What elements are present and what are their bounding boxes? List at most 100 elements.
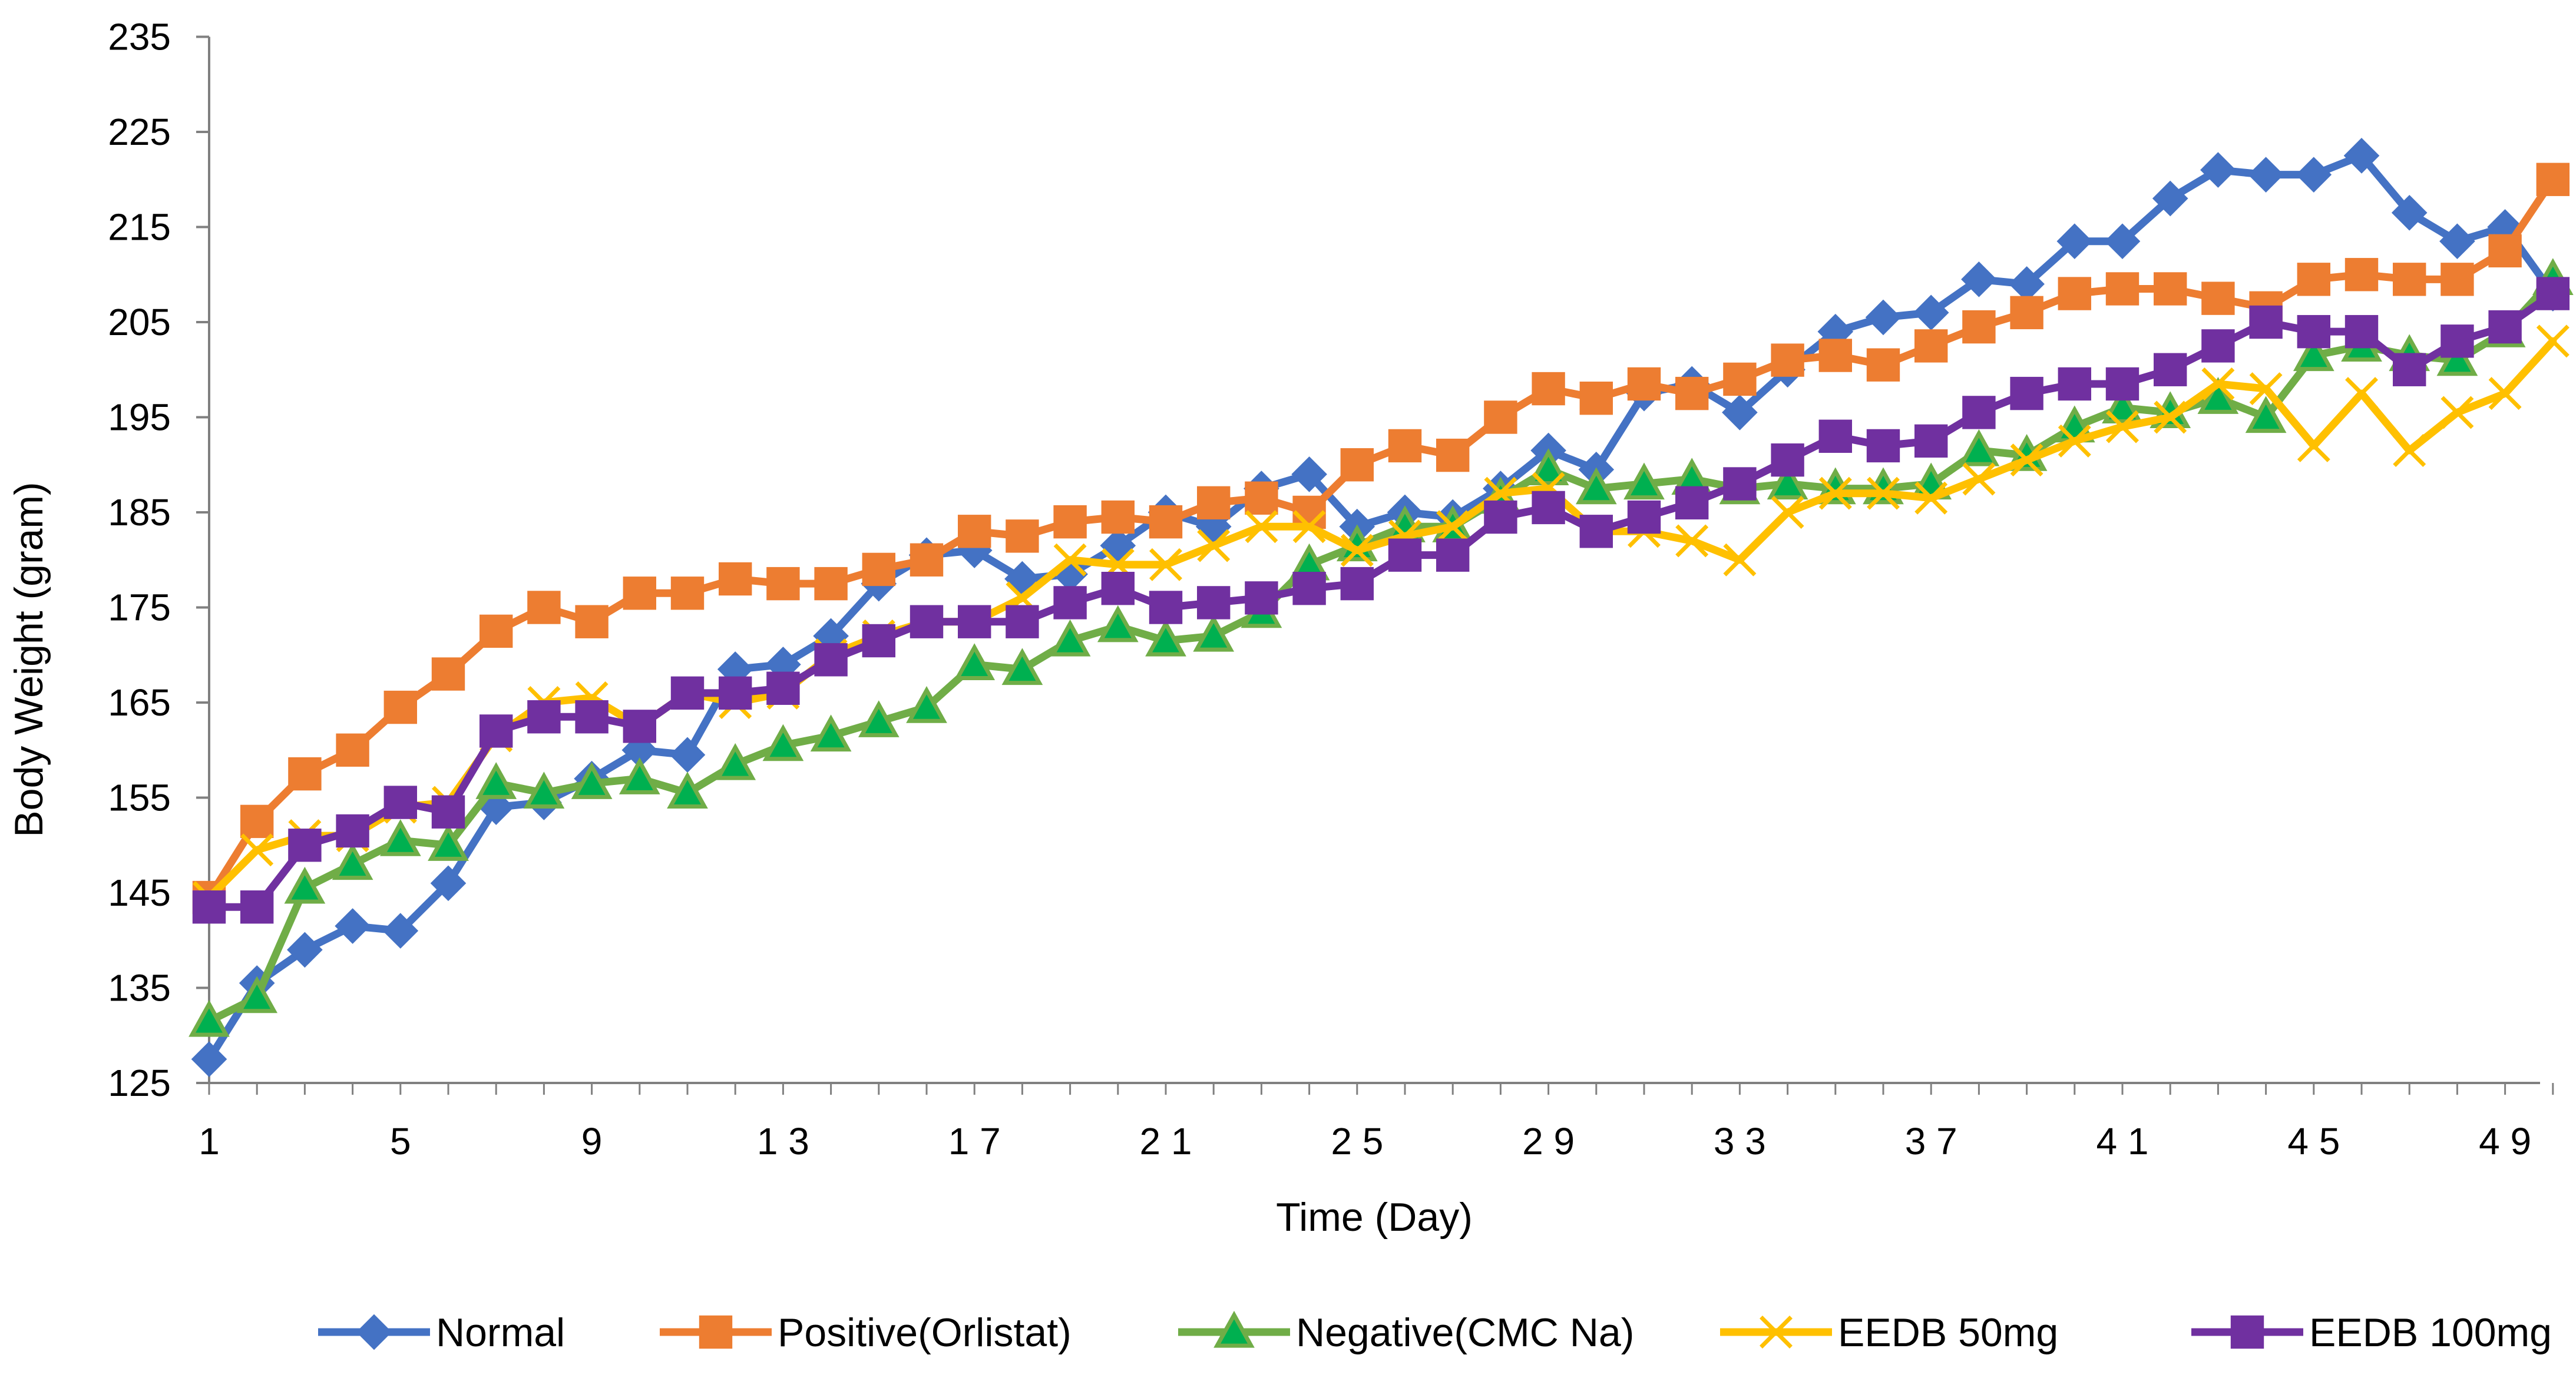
data-point xyxy=(431,657,465,691)
data-point xyxy=(192,890,226,924)
data-point xyxy=(1958,429,2000,466)
data-point xyxy=(571,762,613,799)
data-point xyxy=(954,643,996,681)
data-point xyxy=(623,710,656,743)
data-point xyxy=(670,577,705,610)
data-point xyxy=(383,786,417,819)
data-point xyxy=(2488,377,2522,410)
legend-item-negative-cmc-na: Negative(CMC Na) xyxy=(1178,1310,1634,1355)
data-point xyxy=(958,515,991,548)
data-point xyxy=(332,843,373,880)
data-point xyxy=(910,605,944,638)
data-point xyxy=(575,605,609,638)
y-tick-label: 125 xyxy=(108,1062,171,1104)
x-axis-title: Time (Day) xyxy=(1276,1195,1473,1240)
x-tick-label: 1 3 xyxy=(757,1120,809,1162)
data-point xyxy=(2297,263,2331,296)
marker-x-stroke xyxy=(1771,496,1804,529)
data-point xyxy=(1436,538,1470,572)
data-point xyxy=(2296,157,2332,193)
data-point xyxy=(2105,367,2139,401)
data-point xyxy=(1867,476,1900,510)
data-point xyxy=(1436,510,1470,544)
y-tick-label: 225 xyxy=(108,111,171,153)
data-point xyxy=(2154,353,2187,386)
data-point xyxy=(1865,299,1902,336)
marker-x-stroke xyxy=(1340,534,1374,567)
data-point xyxy=(475,762,517,799)
data-point xyxy=(1723,362,1757,396)
data-point xyxy=(1627,367,1661,401)
data-point xyxy=(1962,310,1996,344)
data-point xyxy=(1340,534,1374,567)
data-point xyxy=(1914,481,1948,515)
data-point xyxy=(1197,486,1231,520)
marker-x-stroke xyxy=(2393,434,2426,467)
marker-x-stroke xyxy=(1867,476,1900,510)
data-point xyxy=(2154,400,2187,434)
data-point xyxy=(2393,353,2426,386)
legend-label: EEDB 100mg xyxy=(2309,1310,2552,1355)
legend: Normal Positive(Orlistat) Negative(CMC Na)… xyxy=(318,1310,2552,1355)
marker-x-stroke xyxy=(2536,324,2570,358)
y-tick-label: 175 xyxy=(108,587,171,629)
data-point xyxy=(1149,591,1183,624)
data-point xyxy=(1340,448,1374,482)
marker-x-stroke xyxy=(2249,372,2283,406)
data-point xyxy=(719,562,752,596)
legend-marker xyxy=(1760,1316,1793,1349)
legend-label: Normal xyxy=(436,1310,565,1355)
data-point xyxy=(2058,424,2091,458)
data-point xyxy=(2344,258,2379,292)
data-point xyxy=(1579,382,1613,415)
marker-x-stroke xyxy=(2297,429,2330,462)
marker-x-stroke xyxy=(2106,410,2139,443)
y-tick-label: 145 xyxy=(108,872,171,914)
data-point xyxy=(336,814,369,848)
data-point xyxy=(1818,339,1853,372)
series-positive-orlistat xyxy=(192,163,2570,915)
data-point xyxy=(1771,343,1804,377)
data-point xyxy=(1962,462,1996,496)
data-point xyxy=(1149,548,1182,581)
data-point xyxy=(1145,619,1186,657)
data-point xyxy=(1292,572,1326,605)
marker-x-stroke xyxy=(1818,476,1852,510)
data-point xyxy=(1053,586,1087,620)
data-point xyxy=(2391,194,2428,231)
marker-x-stroke xyxy=(1436,510,1470,544)
data-point xyxy=(240,890,274,924)
marker-x-stroke xyxy=(2345,377,2378,410)
data-point xyxy=(762,724,804,761)
data-point xyxy=(480,614,513,648)
data-point xyxy=(715,743,756,780)
data-point xyxy=(1722,395,1758,430)
data-point xyxy=(189,999,230,1037)
y-tick-label: 215 xyxy=(108,206,171,249)
data-point xyxy=(1097,605,1139,642)
data-point xyxy=(2441,396,2474,429)
data-point xyxy=(2393,434,2426,467)
data-point xyxy=(2197,377,2239,414)
marker-x-stroke xyxy=(1149,548,1182,581)
data-point xyxy=(1292,510,1326,544)
legend-item-eedb-100mg: EEDB 100mg xyxy=(2191,1310,2552,1355)
legend-label: Positive(Orlistat) xyxy=(778,1310,1072,1355)
legend-marker xyxy=(1213,1310,1255,1348)
data-point xyxy=(335,908,371,944)
data-point xyxy=(1675,486,1709,520)
data-point xyxy=(1101,500,1135,534)
data-point xyxy=(383,690,417,724)
data-point xyxy=(2441,324,2474,358)
data-point xyxy=(527,591,561,624)
marker-x-stroke xyxy=(2488,377,2522,410)
x-tick-label: 1 xyxy=(199,1120,220,1162)
data-point xyxy=(2249,372,2283,406)
y-tick-label: 235 xyxy=(108,16,171,58)
data-point xyxy=(2102,386,2143,423)
data-point xyxy=(1193,614,1235,652)
marker-x-stroke xyxy=(1245,510,1278,544)
data-point xyxy=(1961,261,1997,297)
y-tick-label: 185 xyxy=(108,491,171,534)
